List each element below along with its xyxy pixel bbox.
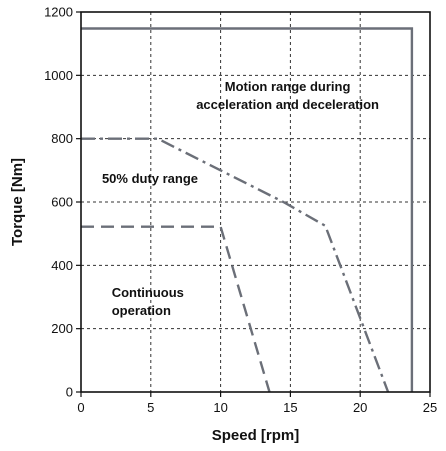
y-tick-labels: 0 200 400 600 800 1000 1200: [44, 5, 81, 400]
y-tick-label: 0: [66, 385, 73, 400]
x-tick-label: 10: [213, 400, 227, 415]
x-tick-label: 20: [353, 400, 367, 415]
x-tick-labels: 0 5 10 15 20 25: [77, 392, 437, 415]
annotations: Motion range during acceleration and dece…: [102, 79, 379, 318]
dashed-torque-curve: [81, 225, 271, 393]
annotation-line: operation: [112, 303, 171, 318]
y-tick-label: 800: [51, 131, 73, 146]
y-tick-label: 1200: [44, 5, 73, 20]
x-tick-label: 15: [283, 400, 297, 415]
y-tick-label: 600: [51, 195, 73, 210]
x-axis-title: Speed [rpm]: [212, 427, 300, 444]
y-tick-label: 400: [51, 258, 73, 273]
x-tick-label: 25: [423, 400, 437, 415]
series-lines: [81, 27, 414, 393]
annotation-line: Continuous: [112, 285, 184, 300]
grid: [81, 12, 430, 392]
x-tick-label: 0: [77, 400, 84, 415]
x-tick-label: 5: [147, 400, 154, 415]
solid-torque-curve: [81, 27, 414, 392]
y-axis-title: Torque [Nm]: [9, 158, 26, 246]
dashdot-torque-curve: [81, 137, 390, 393]
annotation-line: acceleration and deceleration: [196, 97, 379, 112]
annotation-line: Motion range during: [225, 79, 351, 94]
annotation-line: 50% duty range: [102, 171, 198, 186]
y-tick-label: 1000: [44, 68, 73, 83]
y-tick-label: 200: [51, 321, 73, 336]
